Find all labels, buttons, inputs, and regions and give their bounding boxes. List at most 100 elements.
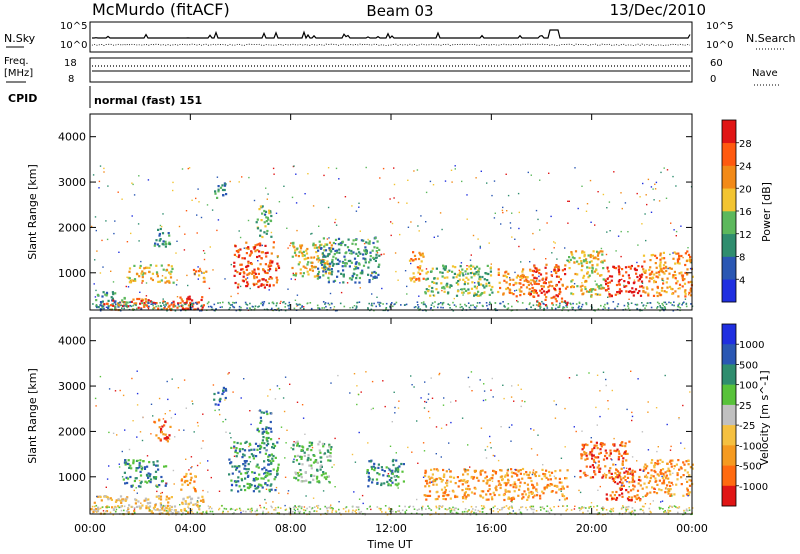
velocity-colorbar-tick-label: 1000 [739, 340, 764, 351]
time-tick-label: 00:00 [676, 522, 708, 535]
velocity-echo-region [228, 440, 280, 493]
power-y-axis-label: Slant Range [km] [26, 164, 39, 260]
power-colorbar-tick-label: 24 [739, 162, 752, 173]
velocity-x-axis: 00:00 04:00 08:00 12:00 16:00 20:00 00:00 [74, 318, 708, 535]
velocity-scatter-points [94, 370, 691, 515]
power-scatter-points [90, 165, 693, 311]
time-tick-label: 00:00 [74, 522, 106, 535]
power-echo-region [604, 264, 644, 298]
velocity-colorbar-segment [722, 465, 736, 487]
cpid-text: normal (fast) 151 [94, 94, 202, 107]
velocity-colorbar-segment [722, 445, 736, 466]
velocity-panel: 1000 2000 3000 4000 00:00 04:00 08:00 12:00 16:… [26, 317, 771, 551]
velocity-colorbar-label: Velocity [m s^-1] [758, 370, 771, 465]
cpid-label: CPID [8, 92, 37, 105]
velocity-colorbar-tick-label: 100 [739, 381, 758, 392]
power-echo-region [315, 236, 381, 284]
power-echo-region [214, 182, 228, 199]
beam-title: Beam 03 [366, 2, 433, 20]
power-x-axis-ticks [89, 114, 693, 310]
noise-right-tick-top: 10^5 [706, 21, 733, 32]
frequency-panel: Freq. [MHz] 18 8 60 0 Nave [4, 56, 780, 86]
power-panel-background [90, 114, 692, 310]
power-colorbar-segment [722, 279, 736, 303]
velocity-colorbar: 1000 500 100 25 -25 -100 -500 -1000 [721, 323, 768, 507]
power-colorbar-segment [722, 142, 736, 166]
velocity-y-axis: 1000 2000 3000 4000 [58, 335, 692, 484]
power-colorbar-segment [722, 188, 736, 212]
velocity-colorbar-segment [722, 344, 736, 365]
power-y-tick-label: 1000 [58, 267, 86, 280]
velocity-colorbar-segment [722, 425, 736, 446]
velocity-colorbar-tick-label: -500 [739, 462, 762, 473]
velocity-echo-region [604, 468, 644, 502]
power-colorbar-tick-label: 20 [739, 184, 752, 195]
cpid-panel: CPID normal (fast) 151 [8, 86, 202, 108]
power-echo-region [233, 241, 281, 289]
velocity-echo-region [213, 386, 228, 406]
velocity-colorbar-segment [722, 324, 736, 345]
velocity-colorbar-frame [721, 323, 737, 507]
date-title: 13/Dec/2010 [610, 1, 706, 19]
power-echo-region [408, 251, 425, 283]
velocity-y-axis-label: Slant Range [km] [26, 368, 39, 464]
power-echo-region [424, 264, 494, 297]
power-colorbar-tick-label: 4 [739, 275, 745, 286]
velocity-echo-region [153, 418, 172, 443]
station-title: McMurdo (fitACF) [92, 0, 230, 19]
nave-label: Nave [752, 68, 778, 79]
power-y-tick-label: 2000 [58, 221, 86, 234]
power-echo-region [642, 250, 694, 298]
freq-left-tick-top: 18 [64, 58, 77, 69]
velocity-colorbar-tick-label: -100 [739, 441, 762, 452]
velocity-colorbar-segment [722, 384, 736, 406]
power-colorbar-segment [722, 165, 736, 189]
power-panel: 1000 2000 3000 4000 Slant Range [km] 4 8 12 16… [26, 113, 773, 312]
power-colorbar-tick-label: 28 [739, 139, 752, 150]
power-echo-region [497, 268, 539, 298]
power-echo-region [529, 263, 569, 307]
power-colorbar-tick-label: 16 [739, 207, 752, 218]
velocity-echo-region [491, 467, 569, 502]
noise-panel: N.Sky 10^5 10^0 10^5 10^0 N.Search [4, 21, 796, 53]
power-echo-region [127, 264, 175, 284]
velocity-colorbar-tick-label: -25 [739, 421, 755, 432]
power-colorbar-segment [722, 233, 736, 257]
velocity-colorbar-segment [722, 485, 736, 507]
noise-left-tick-bottom: 10^0 [60, 40, 87, 51]
velocity-colorbar-label-text: Velocity [m s^-1] [758, 370, 771, 465]
velocity-colorbar-tick-label: 25 [739, 401, 752, 412]
time-tick-label: 16:00 [475, 522, 507, 535]
noise-search-trace [91, 43, 691, 46]
freq-left-tick-bottom: 8 [68, 74, 74, 85]
freq-label-line2: [MHz] [4, 68, 33, 79]
power-y-axis: 1000 2000 3000 4000 [58, 131, 692, 280]
freq-right-tick-top: 60 [710, 58, 723, 69]
noise-left-tick-top: 10^5 [60, 21, 87, 32]
power-colorbar-segment [722, 211, 736, 235]
freq-label-line1: Freq. [4, 56, 29, 67]
power-colorbar-label: Power [dB] [760, 182, 773, 242]
noise-right-label: N.Search [746, 32, 796, 45]
noise-sky-trace [92, 29, 691, 40]
freq-right-tick-bottom: 0 [710, 74, 716, 85]
power-colorbar-segment [722, 120, 736, 144]
velocity-y-tick-label: 1000 [58, 471, 86, 484]
velocity-echo-region [180, 472, 197, 493]
noise-left-label: N.Sky [4, 32, 36, 45]
velocity-echo-region [256, 409, 273, 443]
noise-panel-frame [89, 21, 693, 53]
power-y-tick-label: 4000 [58, 131, 86, 144]
power-colorbar-tick-label: 8 [739, 253, 745, 264]
power-colorbar-tick-label: 12 [739, 230, 752, 241]
velocity-echo-region [579, 440, 632, 479]
velocity-colorbar-tick-label: -1000 [739, 482, 768, 493]
noise-right-tick-bottom: 10^0 [706, 40, 733, 51]
time-tick-label: 08:00 [275, 522, 307, 535]
power-echo-region [153, 227, 172, 248]
velocity-colorbar-segment [722, 404, 736, 426]
velocity-y-tick-label: 3000 [58, 380, 86, 393]
velocity-echo-region [642, 458, 694, 497]
power-colorbar: 4 8 12 16 20 24 28 [721, 119, 752, 303]
